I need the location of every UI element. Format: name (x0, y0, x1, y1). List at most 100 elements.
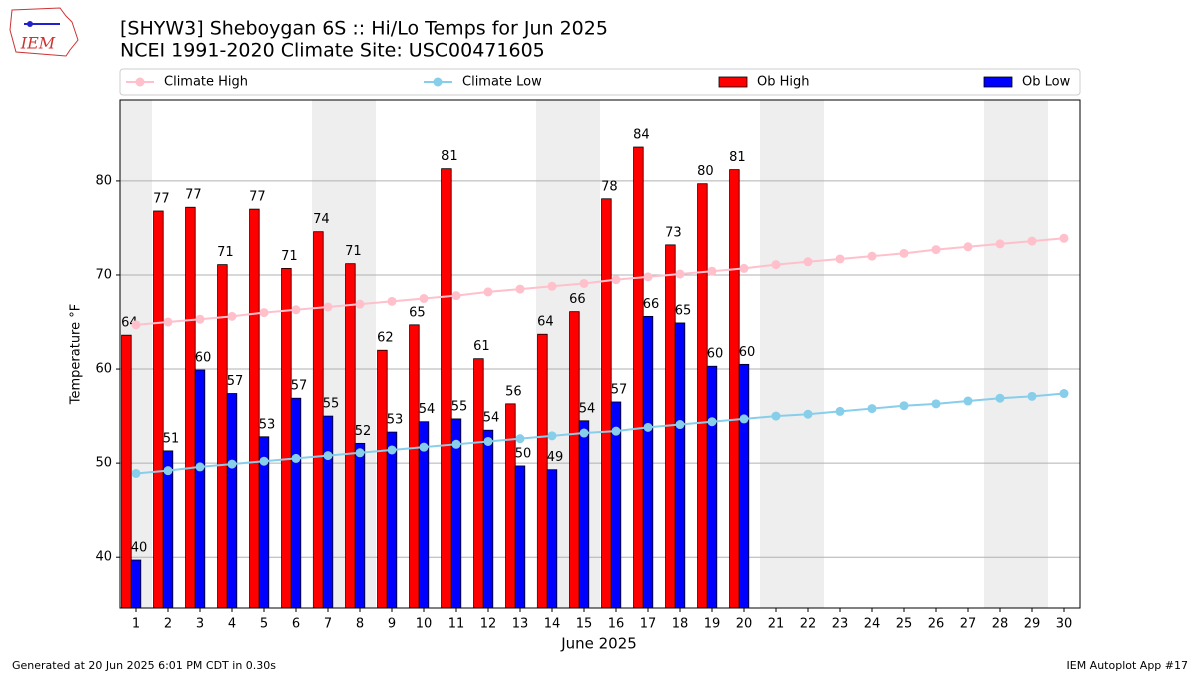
bar (249, 208, 260, 609)
x-tick-label: 21 (768, 617, 785, 632)
line-point (291, 453, 301, 463)
line-point (835, 406, 845, 416)
line-point (579, 428, 589, 438)
x-tick-label: 23 (832, 617, 849, 632)
x-tick-label: 14 (544, 617, 561, 632)
bar (281, 267, 292, 609)
value-label: 65 (409, 305, 426, 320)
logo-text: IEM (20, 34, 56, 53)
value-label: 52 (355, 424, 372, 439)
line (135, 237, 1065, 326)
line-point (419, 442, 429, 452)
bar (642, 315, 654, 609)
bar (194, 369, 206, 609)
line (135, 392, 1065, 475)
legend-swatch (718, 76, 748, 88)
x-tick-label: 11 (448, 617, 465, 632)
line-point (803, 257, 813, 267)
legend-label: Climate Low (462, 75, 542, 90)
line-point (163, 466, 173, 476)
line-point (195, 314, 205, 324)
value-label: 54 (483, 411, 500, 426)
legend-label: Ob High (757, 75, 810, 90)
x-tick-label: 18 (672, 617, 689, 632)
bar (313, 231, 324, 609)
bar (674, 322, 686, 609)
value-label: 80 (697, 164, 714, 179)
value-label: 55 (451, 399, 468, 414)
x-tick-label: 20 (736, 617, 753, 632)
line-point (163, 317, 173, 327)
bar (121, 334, 132, 609)
value-label: 53 (259, 417, 276, 432)
line-point (195, 462, 205, 472)
y-tick-label: 40 (95, 550, 112, 565)
bar (482, 429, 494, 609)
chart-title: [SHYW3] Sheboygan 6S :: Hi/Lo Temps for … (120, 18, 608, 40)
line-point (835, 254, 845, 264)
value-label: 77 (153, 192, 170, 207)
line-point (483, 287, 493, 297)
line-point (227, 459, 237, 469)
x-tick-label: 30 (1056, 617, 1073, 632)
line-point (323, 302, 333, 312)
line-point (483, 436, 493, 446)
value-label: 74 (313, 212, 330, 227)
line-point (963, 396, 973, 406)
line-point (1059, 233, 1069, 243)
value-label: 57 (611, 382, 628, 397)
legend-swatch (433, 77, 443, 87)
value-label: 71 (281, 249, 298, 264)
value-label: 66 (643, 297, 660, 312)
bar (706, 365, 718, 609)
bar (633, 146, 644, 609)
line-point (739, 263, 749, 273)
bar (473, 358, 484, 609)
value-label: 57 (291, 379, 308, 394)
y-tick-label: 50 (95, 456, 112, 471)
x-tick-label: 24 (864, 617, 881, 632)
line-point (771, 411, 781, 421)
logo-outline (9, 7, 79, 57)
bar (290, 397, 302, 609)
value-label: 60 (739, 345, 756, 360)
line-point (451, 439, 461, 449)
line-point (259, 308, 269, 318)
bar (514, 465, 526, 609)
bar (697, 183, 708, 609)
weekend-shade (760, 100, 792, 608)
logo: IEM (9, 7, 79, 57)
x-tick-label: 16 (608, 617, 625, 632)
legend-swatch (983, 76, 1013, 88)
line-point (579, 278, 589, 288)
value-label: 51 (163, 431, 180, 446)
y-axis-label: Temperature °F (69, 304, 84, 405)
legend-label: Ob Low (1022, 75, 1071, 90)
value-label: 56 (505, 384, 522, 399)
line-point (611, 275, 621, 285)
bar (386, 431, 398, 609)
value-label: 71 (217, 245, 234, 260)
line-point (675, 269, 685, 279)
line-point (963, 242, 973, 252)
bar (738, 363, 750, 609)
bar (601, 198, 612, 609)
line-point (899, 248, 909, 258)
x-tick-label: 26 (928, 617, 945, 632)
line-point (611, 426, 621, 436)
value-label: 54 (419, 402, 436, 417)
legend-label: Climate High (164, 75, 248, 90)
x-tick-label: 29 (1024, 617, 1041, 632)
x-tick-label: 19 (704, 617, 721, 632)
chart-subtitle: NCEI 1991-2020 Climate Site: USC00471605 (120, 40, 545, 62)
value-label: 66 (569, 292, 586, 307)
x-tick-label: 12 (480, 617, 497, 632)
value-label: 57 (227, 374, 244, 389)
x-axis-label: June 2025 (560, 635, 637, 653)
bar (537, 333, 548, 609)
bar (578, 420, 590, 609)
bar (729, 169, 740, 609)
value-label: 73 (665, 225, 682, 240)
line-point (259, 456, 269, 466)
line-point (291, 305, 301, 315)
